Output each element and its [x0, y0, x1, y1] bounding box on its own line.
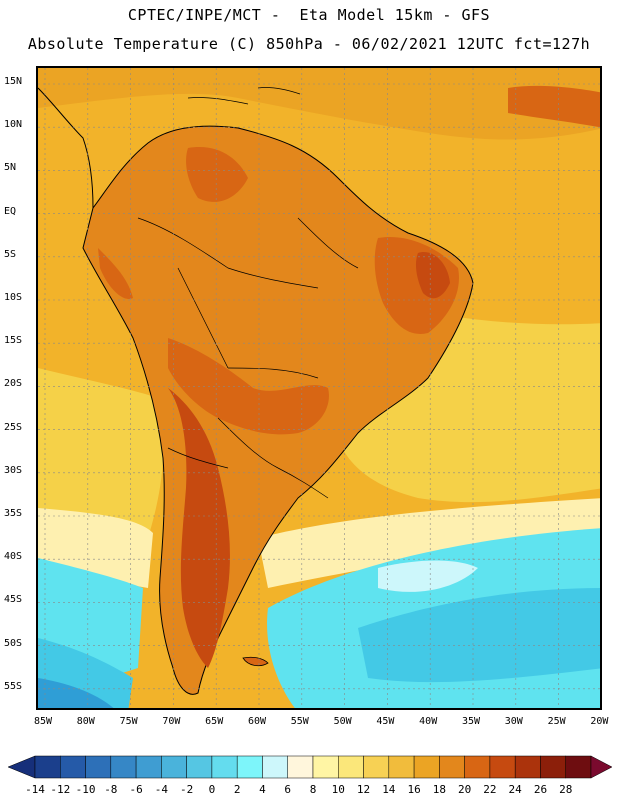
colorbar-swatch	[464, 755, 491, 779]
caribbean-coastline	[187, 87, 301, 105]
lon-label-20w: 20W	[590, 716, 609, 727]
lat-label-5s: 5S	[4, 248, 17, 260]
colorbar-tick-label: 20	[458, 783, 472, 796]
colorbar-tick-label: -12	[50, 783, 71, 796]
colorbar-tick-label: 4	[259, 783, 266, 796]
colorbar-over-triangle	[590, 755, 613, 779]
lat-label-15n: 15N	[4, 76, 23, 87]
colorbar-swatch	[135, 755, 162, 779]
lon-label-80w: 80W	[76, 716, 95, 727]
lat-label-55s: 55S	[4, 680, 23, 692]
lat-label-40s: 40S	[4, 551, 23, 563]
central-america-coastline	[38, 87, 94, 209]
colorbar-swatch	[489, 755, 516, 779]
colorbar-swatch	[236, 755, 263, 779]
map-canvas	[38, 68, 600, 708]
colorbar-tick-label: -2	[180, 783, 194, 796]
lat-label-5n: 5N	[4, 162, 17, 174]
lat-label-35s: 35S	[4, 508, 23, 519]
colorbar-swatch	[413, 755, 440, 779]
north-warm-field	[38, 68, 600, 140]
atlantic-cool-patch	[378, 560, 478, 592]
colorbar-swatch	[514, 755, 541, 779]
colorbar-tick-label: 18	[432, 783, 446, 796]
lon-label-30w: 30W	[504, 716, 523, 727]
lat-label-15s: 15S	[4, 335, 23, 347]
colorbar-tick-label: -10	[75, 783, 96, 796]
colorbar-swatch	[363, 755, 390, 779]
colorbar-under-triangle	[7, 755, 36, 779]
lon-label-25w: 25W	[547, 716, 566, 727]
lat-label-eq: EQ	[4, 205, 17, 217]
lat-label-50s: 50S	[4, 637, 23, 649]
lon-label-40w: 40W	[419, 716, 438, 727]
colorbar-swatch	[186, 755, 213, 779]
colorbar-tick-label: 16	[407, 783, 421, 796]
falkland-islands	[242, 656, 269, 667]
colorbar-tick-label: -8	[104, 783, 118, 796]
lon-label-60w: 60W	[247, 716, 267, 727]
lon-label-65w: 65W	[205, 716, 224, 727]
pacific-mid-field	[38, 368, 164, 548]
colorbar-swatch	[540, 755, 566, 779]
colorbar-tick-label: 26	[533, 783, 548, 796]
country-borders	[137, 217, 359, 499]
colorbar-swatch	[287, 755, 314, 779]
lat-label-10s: 10S	[4, 292, 23, 303]
northern-hot-zone	[186, 147, 248, 202]
lon-label-35w: 35W	[461, 716, 481, 727]
figure-title: CPTEC/INPE/MCT - Eta Model 15km - GFS	[127, 6, 491, 24]
colorbar-tick-label: 24	[508, 783, 522, 796]
colorbar-swatch	[60, 755, 86, 779]
colorbar-swatch	[312, 755, 339, 779]
colorbar-tick-label: 28	[559, 783, 573, 796]
colorbar	[0, 750, 618, 800]
lon-label-55w: 55W	[290, 716, 309, 727]
colorbar-swatch	[388, 755, 415, 779]
colorbar-swatch	[439, 755, 465, 779]
colorbar-swatch	[565, 755, 592, 779]
lon-label-75w: 75W	[119, 716, 138, 727]
atlantic-cool-band	[258, 498, 600, 588]
andes-hot-zone	[168, 388, 230, 668]
colorbar-tick-label: 8	[309, 783, 317, 796]
lat-label-20s: 20S	[4, 378, 23, 390]
colorbar-tick-label: -14	[25, 783, 45, 796]
colorbar-tick-label: -4	[154, 783, 168, 796]
lat-label-25s: 25S	[4, 421, 23, 433]
lon-label-45w: 45W	[376, 716, 395, 727]
graticule	[38, 68, 600, 708]
colorbar-swatch	[338, 755, 364, 779]
lon-label-70w: 70W	[162, 716, 181, 727]
pacific-coldest-field	[38, 678, 114, 708]
lon-label-85w: 85W	[33, 716, 53, 727]
temperature-map[interactable]	[36, 66, 602, 710]
colorbar-swatches	[7, 755, 613, 779]
colorbar-tick-label: 6	[284, 783, 292, 796]
colorbar-swatch	[34, 755, 61, 779]
peru-hot-zone	[98, 248, 133, 299]
colorbar-tick-label: 2	[233, 783, 241, 796]
northeast-hottest-zone	[415, 252, 450, 299]
colorbar-tick-label: 12	[356, 783, 371, 796]
colorbar-tick-label: 0	[208, 783, 216, 796]
colorbar-swatch	[85, 755, 112, 779]
colorbar-swatch	[161, 755, 187, 779]
lat-label-30s: 30S	[4, 464, 23, 476]
figure-subtitle: Absolute Temperature (C) 850hPa - 06/02/…	[27, 35, 591, 53]
colorbar-swatch	[262, 755, 288, 779]
lat-label-10n: 10N	[4, 119, 23, 131]
atlantic-colder-field	[358, 588, 600, 683]
colorbar-tick-label: 14	[382, 783, 396, 796]
north-hot-patch	[508, 85, 600, 128]
colorbar-tick-label: 22	[483, 783, 497, 796]
colorbar-tick-label: 10	[331, 783, 345, 796]
lat-label-45s: 45S	[4, 594, 23, 606]
colorbar-swatch	[110, 755, 137, 779]
colorbar-swatch	[211, 755, 238, 779]
colorbar-tick-label: -6	[129, 783, 143, 796]
lon-label-50w: 50W	[333, 716, 352, 727]
